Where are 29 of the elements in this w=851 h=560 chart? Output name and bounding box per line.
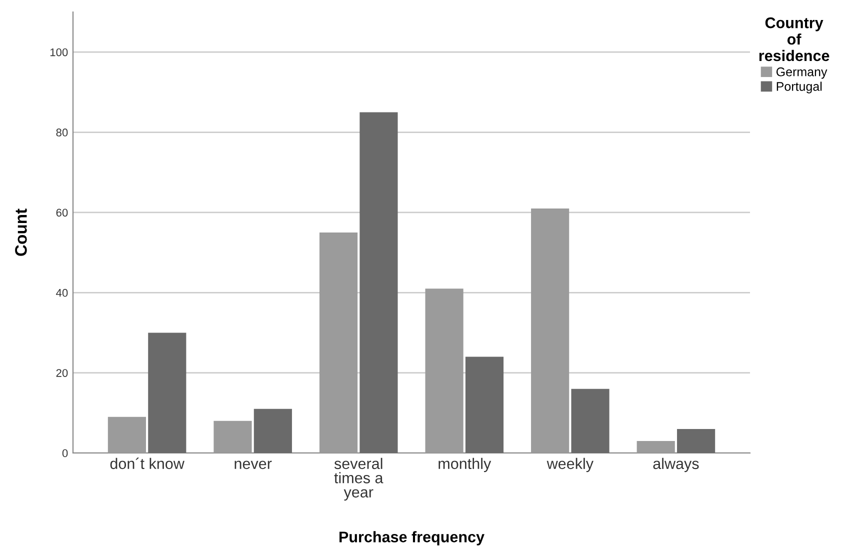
legend-label: Portugal (776, 82, 822, 94)
bar (214, 420, 252, 453)
x-tick-label: weekly (546, 458, 594, 472)
x-axis-title: Purchase frequency (340, 531, 484, 546)
y-tick-label: 0 (62, 449, 68, 458)
bar (465, 356, 504, 453)
x-tick-label: several times a year (334, 458, 384, 501)
bar (319, 232, 358, 453)
x-tick-label: don´t know (110, 458, 184, 470)
bar (425, 288, 464, 453)
y-tick-label: 40 (56, 288, 68, 297)
bar (108, 416, 146, 453)
bar (360, 112, 398, 453)
x-tick-label: never (234, 460, 272, 470)
y-tick-label: 60 (56, 208, 68, 217)
bar (677, 428, 716, 453)
bar (531, 208, 570, 453)
y-axis-title: Count (15, 208, 27, 256)
y-tick-label: 100 (50, 48, 68, 56)
bar (254, 408, 292, 453)
legend-title: Country of residence (759, 17, 830, 62)
y-tick-label: 80 (56, 128, 68, 136)
y-tick-label: 20 (56, 369, 68, 377)
bar (636, 440, 675, 453)
bar (148, 332, 186, 453)
bar (571, 388, 610, 453)
legend-label: Germany (776, 67, 828, 79)
x-tick-label: always (653, 458, 699, 472)
x-tick-label: monthly (438, 458, 492, 472)
